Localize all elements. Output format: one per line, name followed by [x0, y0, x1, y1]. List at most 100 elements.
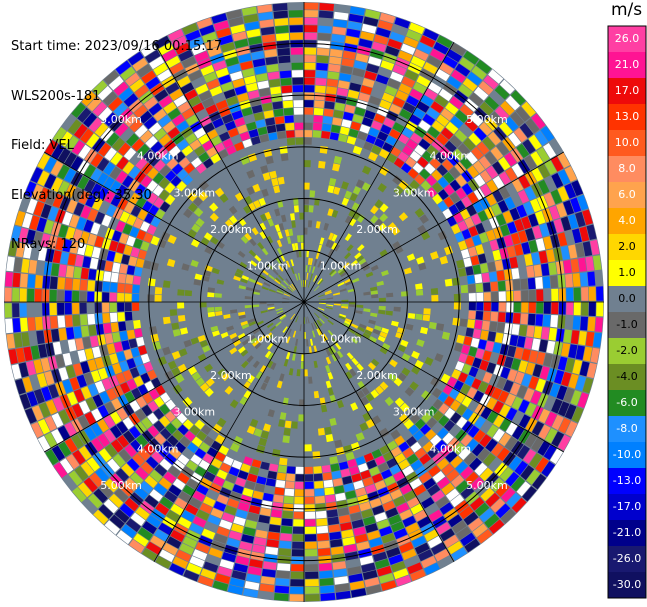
range-gate: [332, 478, 343, 487]
range-gate: [473, 429, 486, 443]
range-gate: [316, 320, 322, 327]
range-gate: [340, 271, 348, 278]
range-gate: [504, 393, 516, 407]
range-gate: [478, 81, 494, 95]
range-gate: [333, 306, 341, 310]
range-gate: [371, 88, 384, 99]
range-gate: [383, 319, 392, 325]
range-gate: [413, 430, 424, 441]
range-gate: [532, 225, 543, 239]
range-gate: [369, 336, 377, 343]
range-gate: [407, 496, 420, 509]
range-gate: [437, 176, 449, 189]
range-gate: [304, 122, 313, 130]
range-gate: [431, 139, 444, 151]
range-gate: [321, 131, 331, 139]
range-gate: [473, 174, 486, 187]
range-gate: [317, 47, 330, 56]
range-gate: [363, 295, 371, 299]
range-gate: [491, 302, 499, 312]
range-gate: [398, 50, 413, 62]
range-gate: [360, 396, 369, 406]
range-gate: [377, 313, 385, 319]
range-gate: [489, 239, 499, 251]
range-gate: [326, 441, 336, 450]
range-gate: [398, 212, 409, 222]
range-gate: [354, 107, 366, 117]
range-gate: [448, 358, 458, 369]
range-gate: [497, 280, 506, 291]
range-gate: [332, 163, 341, 172]
range-gate: [471, 65, 487, 80]
range-gate: [321, 381, 328, 390]
range-gate: [567, 214, 579, 230]
range-gate: [436, 114, 450, 127]
range-gate: [345, 35, 359, 45]
range-gate: [306, 272, 309, 280]
range-gate: [380, 60, 395, 71]
range-gate: [325, 348, 331, 357]
range-gate: [512, 313, 521, 324]
range-gate: [304, 242, 307, 250]
range-gate: [514, 460, 528, 476]
range-gate: [473, 86, 489, 101]
range-gate: [355, 456, 366, 466]
range-gate: [449, 424, 461, 437]
range-gate: [315, 70, 328, 79]
range-gate: [364, 230, 373, 239]
range-gate: [355, 487, 367, 497]
range-gate: [317, 319, 323, 326]
range-gate: [417, 224, 427, 234]
range-gate: [458, 447, 471, 460]
range-gate: [458, 84, 473, 98]
range-gate: [454, 129, 468, 143]
range-gate: [442, 55, 458, 69]
range-gate: [326, 304, 334, 307]
range-gate: [431, 169, 443, 181]
range-gate: [351, 519, 364, 529]
range-gate: [419, 214, 429, 224]
range-gate: [557, 169, 571, 185]
range-gate: [505, 312, 514, 323]
range-gate: [426, 187, 438, 198]
range-gate: [370, 264, 379, 272]
range-gate: [410, 244, 420, 253]
range-gate: [381, 92, 395, 103]
range-gate: [334, 244, 341, 252]
range-gate: [304, 32, 317, 40]
range-gate: [415, 289, 424, 296]
range-gate: [400, 339, 409, 348]
range-gate: [470, 497, 485, 511]
colorbar-tick-label: 21.0: [615, 58, 640, 71]
range-gate: [577, 194, 589, 211]
range-gate: [438, 415, 450, 427]
range-gate: [450, 42, 466, 56]
range-gate: [327, 329, 334, 337]
range-gate: [414, 144, 426, 156]
range-gate: [449, 96, 464, 109]
range-gate: [442, 432, 454, 445]
range-gate: [386, 547, 401, 558]
range-gate: [340, 65, 353, 75]
range-gate: [528, 302, 536, 314]
range-gate: [352, 67, 365, 78]
range-gate: [494, 332, 504, 344]
range-gate: [385, 231, 395, 240]
range-gate: [528, 376, 539, 390]
range-gate: [398, 441, 410, 452]
range-gate: [349, 325, 357, 332]
range-gate: [549, 383, 561, 398]
range-gate: [580, 272, 588, 287]
range-gate: [361, 182, 371, 192]
range-gate: [474, 462, 488, 476]
range-gate: [368, 56, 382, 67]
range-gate: [337, 267, 345, 274]
range-gate: [341, 304, 349, 307]
range-gate: [479, 101, 494, 116]
range-gate: [427, 405, 438, 417]
range-gate: [352, 229, 360, 238]
range-gate: [322, 246, 328, 254]
range-gate: [378, 222, 387, 232]
range-gate: [478, 156, 491, 169]
range-gate: [394, 397, 405, 408]
